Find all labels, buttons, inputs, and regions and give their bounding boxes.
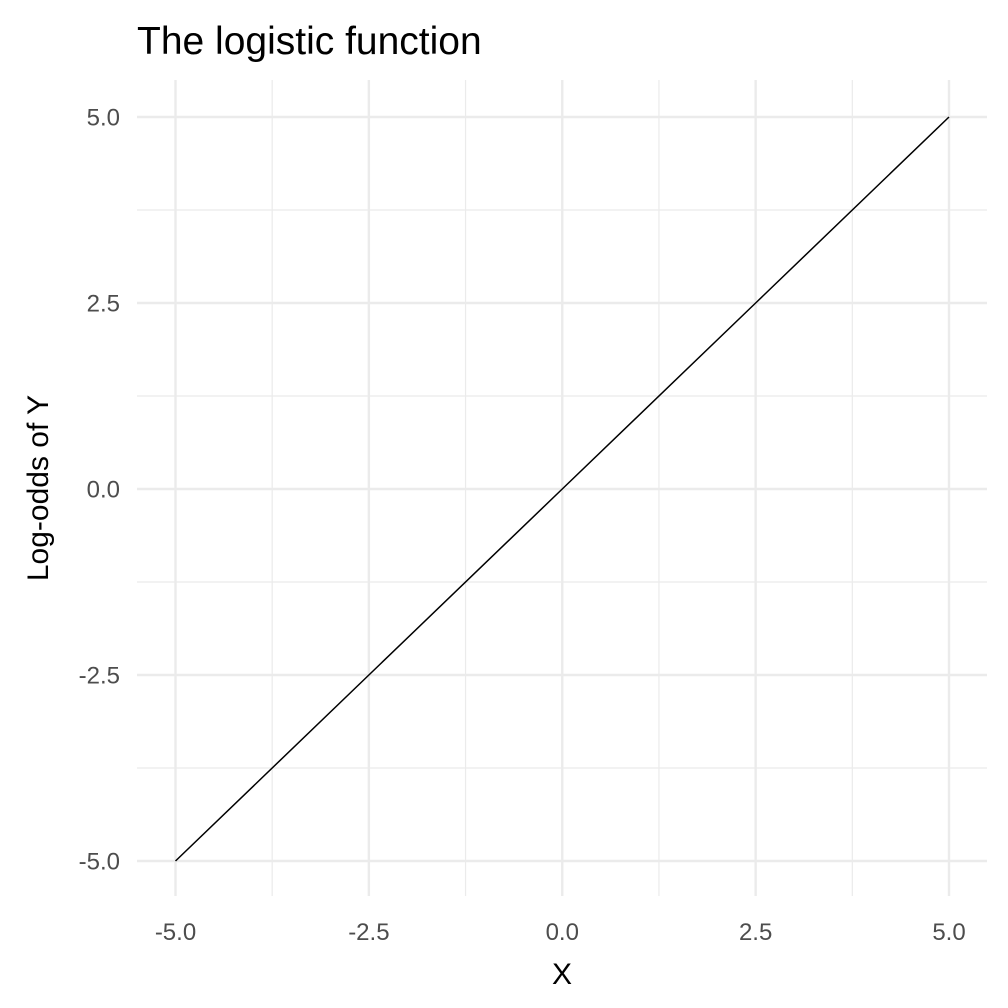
grid bbox=[137, 80, 987, 896]
y-axis-title: Log-odds of Y bbox=[22, 395, 55, 581]
chart-title: The logistic function bbox=[137, 20, 482, 63]
series-line-1 bbox=[174, 116, 950, 862]
x-tick-label: 2.5 bbox=[739, 919, 772, 946]
x-axis-tick-labels: -5.0 -2.5 0.0 2.5 5.0 bbox=[155, 919, 966, 946]
x-tick-label: -5.0 bbox=[155, 919, 196, 946]
y-axis-tick-labels: -5.0 -2.5 0.0 2.5 5.0 bbox=[79, 105, 120, 876]
y-tick-label: 5.0 bbox=[87, 105, 120, 132]
x-tick-label: -2.5 bbox=[348, 919, 389, 946]
y-tick-label: -2.5 bbox=[79, 663, 120, 690]
x-axis-title: X bbox=[552, 958, 572, 991]
plot-lines bbox=[174, 116, 950, 862]
y-tick-label: -5.0 bbox=[79, 849, 120, 876]
x-tick-label: 5.0 bbox=[932, 919, 965, 946]
y-tick-label: 2.5 bbox=[87, 291, 120, 318]
y-tick-label: 0.0 bbox=[87, 477, 120, 504]
x-tick-label: 0.0 bbox=[546, 919, 579, 946]
